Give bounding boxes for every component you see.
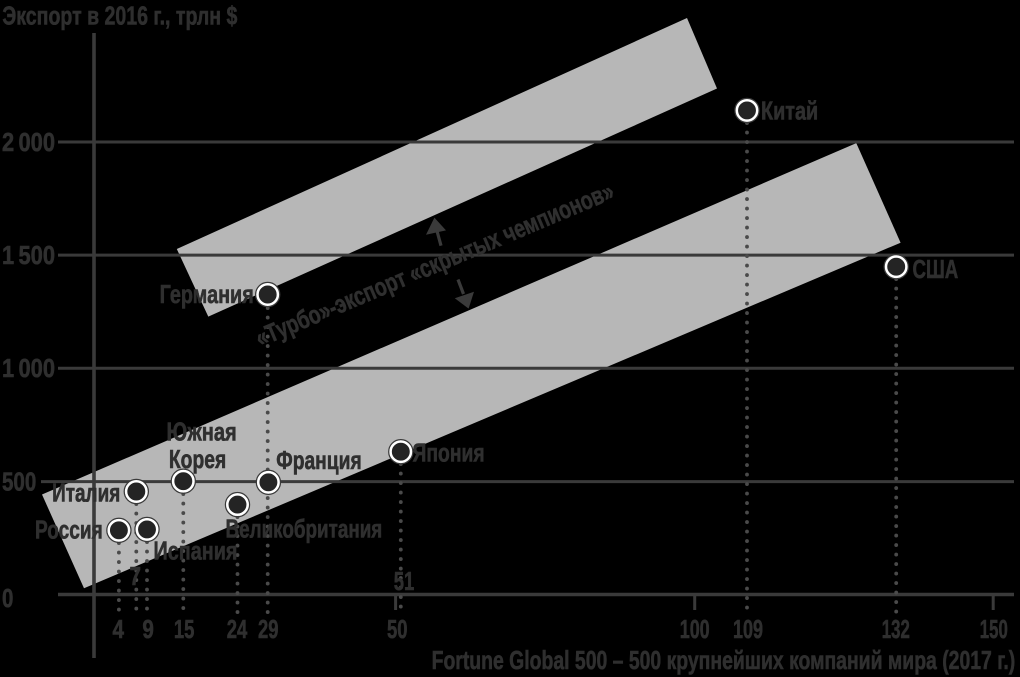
svg-text:9: 9 — [142, 614, 154, 644]
svg-text:0: 0 — [2, 583, 13, 613]
svg-text:Экспорт в 2016 г., трлн $: Экспорт в 2016 г., трлн $ — [2, 1, 237, 31]
svg-text:Южная: Южная — [167, 417, 237, 447]
svg-text:24: 24 — [227, 614, 248, 644]
svg-text:109: 109 — [733, 614, 763, 644]
svg-text:Франция: Франция — [276, 445, 361, 475]
svg-text:США: США — [913, 254, 959, 284]
svg-text:Великобритания: Великобритания — [226, 514, 383, 544]
svg-text:Испания: Испания — [154, 535, 238, 565]
svg-text:Россия: Россия — [35, 515, 103, 545]
svg-text:2 000: 2 000 — [2, 127, 55, 157]
svg-text:Япония: Япония — [413, 438, 485, 468]
svg-text:7: 7 — [129, 561, 141, 591]
svg-text:1 000: 1 000 — [2, 353, 55, 383]
svg-text:51: 51 — [394, 566, 415, 596]
svg-text:Италия: Италия — [52, 477, 120, 507]
svg-text:150: 150 — [980, 614, 1008, 644]
svg-text:1 500: 1 500 — [2, 240, 55, 270]
svg-text:50: 50 — [387, 614, 408, 644]
svg-text:Китай: Китай — [761, 96, 818, 126]
svg-text:Fortune Global 500 – 500 крупн: Fortune Global 500 – 500 крупнейших комп… — [432, 645, 1016, 675]
svg-text:29: 29 — [258, 614, 279, 644]
svg-text:4: 4 — [113, 614, 125, 644]
svg-text:100: 100 — [680, 614, 710, 644]
svg-text:15: 15 — [174, 614, 195, 644]
svg-text:500: 500 — [2, 466, 36, 496]
svg-text:Корея: Корея — [169, 444, 226, 474]
svg-text:132: 132 — [882, 614, 910, 644]
svg-text:Германия: Германия — [160, 279, 254, 309]
